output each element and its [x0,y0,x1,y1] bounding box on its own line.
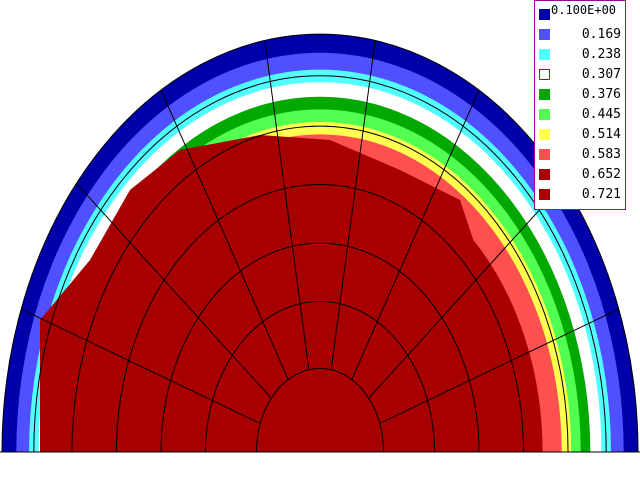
legend-row: 0.238 [535,45,625,63]
legend-swatch [539,109,550,120]
legend-row [535,5,625,23]
mesh-lines [0,33,640,453]
legend-value: 0.169 [581,27,621,42]
legend-value: 0.376 [581,87,621,102]
mesh-radial [264,40,310,370]
mesh-arc [1,33,639,453]
mesh-radial [379,308,620,424]
legend-swatch [539,129,550,140]
mesh-radial [76,182,272,399]
mesh-radial [351,89,480,380]
mesh-arc [71,125,569,453]
legend-row: 0.307 [535,65,625,83]
mesh-radial [20,308,261,424]
mesh-arc [115,183,525,453]
legend-value: 0.307 [581,67,621,82]
legend-row: 0.514 [535,125,625,143]
legend-row: 0.376 [535,85,625,103]
legend-value: 0.721 [581,187,621,202]
legend-swatch [539,189,550,200]
legend-row: 0.721 [535,185,625,203]
mesh-radial [368,182,564,399]
mesh-arc [160,242,480,453]
legend-swatch [539,9,550,20]
legend-title: 0.100E+00 [551,3,617,17]
mesh-arc [33,75,607,453]
legend-value: 0.514 [581,127,621,142]
legend-row: 0.583 [535,145,625,163]
legend-value: 0.238 [581,47,621,62]
legend-value: 0.652 [581,167,621,182]
legend-row: 0.169 [535,25,625,43]
legend-swatch [539,29,550,40]
legend-value: 0.445 [581,107,621,122]
legend-swatch [539,89,550,100]
colorbar-legend: 0.100E+00 0.169 0.238 0.307 0.376 0.445 0.514… [534,0,626,210]
mesh-arc [255,367,385,453]
mesh-arc [205,301,435,453]
legend-swatch [539,49,550,60]
legend-value: 0.583 [581,147,621,162]
legend-row: 0.445 [535,105,625,123]
mesh-radial [330,40,376,370]
contour-bands [2,34,638,453]
mesh-radial [160,89,289,380]
legend-swatch [539,169,550,180]
legend-row: 0.652 [535,165,625,183]
legend-swatch [539,149,550,160]
legend-swatch [539,69,550,80]
